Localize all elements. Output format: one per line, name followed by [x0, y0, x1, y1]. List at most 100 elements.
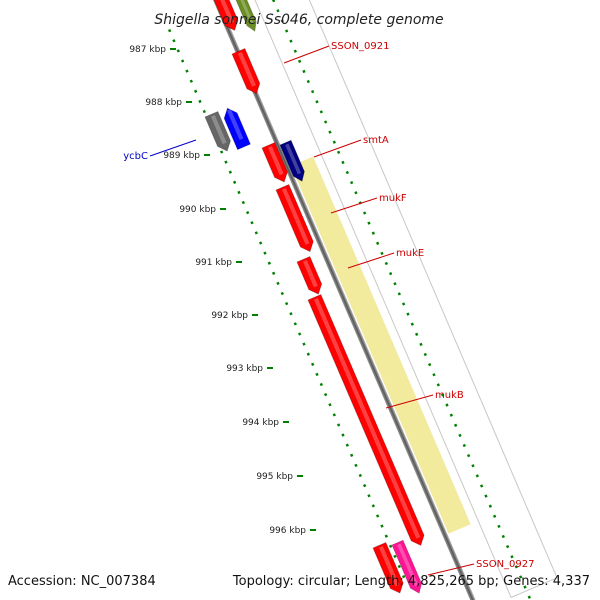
- map-title: Shigella sonnei Ss046, complete genome: [154, 12, 443, 28]
- tick-mark: [324, 392, 328, 397]
- tick-mark: [237, 190, 241, 195]
- tick-mark: [371, 504, 375, 508]
- tick-mark: [306, 79, 310, 84]
- tick-mark: [354, 191, 358, 195]
- gene-label-sson-0921[interactable]: SSON_0921: [331, 41, 390, 52]
- tick-mark: [332, 413, 336, 417]
- cds-arrow-top[interactable]: [213, 0, 241, 33]
- cds-arrow-mukf[interactable]: [275, 183, 316, 254]
- tick-mark: [488, 504, 492, 508]
- tick-mark: [168, 29, 172, 33]
- tick-mark: [436, 383, 440, 387]
- tick-mark: [419, 342, 423, 347]
- tick-mark: [363, 211, 367, 215]
- ruler-right: [272, 0, 531, 599]
- tick-mark: [397, 564, 401, 569]
- cds-arrow-pink[interactable]: [391, 539, 425, 595]
- tick-mark: [397, 292, 401, 296]
- gene-leader-line: [347, 252, 395, 269]
- tick-mark: [497, 524, 501, 529]
- tick-mark: [376, 241, 380, 245]
- tick-mark: [393, 554, 397, 559]
- tick-mark: [462, 443, 466, 448]
- tick-mark: [345, 170, 349, 175]
- tick-mark: [337, 423, 341, 427]
- gene-leader-line: [330, 197, 378, 214]
- tick-mark: [272, 271, 276, 275]
- tick-mark: [402, 302, 406, 306]
- tick-mark: [302, 342, 306, 346]
- tick-mark: [285, 29, 289, 33]
- gene-label-smta[interactable]: smtA: [363, 135, 389, 146]
- tick-mark: [254, 231, 258, 235]
- cds-arrow-grey[interactable]: [204, 110, 234, 153]
- major-tick: [252, 314, 258, 316]
- cds-arrow-muke[interactable]: [296, 255, 325, 296]
- gene-label-mukf[interactable]: mukF: [379, 193, 407, 204]
- tick-mark: [267, 261, 271, 265]
- gene-label-ycbc[interactable]: ycbC: [123, 151, 148, 162]
- tick-mark: [367, 221, 371, 225]
- cds-arrow-sson0921[interactable]: [231, 47, 263, 96]
- tick-mark: [428, 362, 432, 367]
- tick-mark: [410, 322, 414, 326]
- tick-mark: [176, 49, 180, 53]
- cds-arrow-smta[interactable]: [261, 141, 291, 184]
- tick-mark: [467, 453, 471, 458]
- tick-mark: [337, 150, 341, 154]
- tick-mark: [246, 211, 250, 215]
- tick-mark: [449, 413, 453, 417]
- kbp-tick-label: 987 kbp: [129, 45, 166, 55]
- tick-mark: [384, 261, 388, 266]
- tick-mark: [293, 322, 297, 326]
- tick-mark: [527, 595, 531, 599]
- tick-mark: [458, 433, 462, 438]
- tick-mark: [423, 352, 427, 357]
- gene-label-mukb[interactable]: mukB: [435, 390, 464, 401]
- tick-mark: [233, 180, 237, 184]
- tick-mark: [341, 433, 345, 437]
- cds-arrow-ycbc[interactable]: [221, 105, 251, 151]
- tick-mark: [354, 463, 358, 468]
- tick-mark: [263, 251, 267, 255]
- feature-block-yellow: [291, 156, 471, 534]
- tick-mark: [298, 332, 302, 336]
- tick-mark: [220, 150, 224, 154]
- tick-mark: [276, 9, 280, 13]
- topology-text: Topology: circular; Length: 4,825,265 bp…: [232, 574, 590, 589]
- tick-mark: [315, 372, 319, 377]
- tick-mark: [480, 484, 484, 488]
- tick-mark: [415, 332, 419, 336]
- tick-mark: [350, 453, 354, 457]
- tick-mark: [328, 130, 332, 134]
- tick-mark: [280, 19, 284, 23]
- gene-label-sson-0927[interactable]: SSON_0927: [476, 559, 535, 570]
- gene-leader-line: [427, 563, 475, 576]
- tick-mark: [389, 271, 393, 276]
- cds-arrow-olive[interactable]: [235, 0, 259, 33]
- tick-mark: [493, 514, 497, 518]
- gene-label-muke[interactable]: mukE: [396, 248, 424, 259]
- cds-arrow-bottom[interactable]: [372, 541, 406, 595]
- tick-mark: [514, 565, 518, 569]
- cds-arrow-navy[interactable]: [279, 139, 308, 183]
- tick-mark: [393, 282, 397, 286]
- tick-mark: [471, 464, 475, 468]
- tick-mark: [484, 494, 488, 498]
- tick-mark: [475, 474, 479, 478]
- cds-arrow-mukb[interactable]: [307, 293, 427, 548]
- genome-backbone: [209, 0, 482, 600]
- accession-text: Accession: NC_007384: [8, 574, 156, 589]
- tick-mark: [276, 281, 280, 286]
- tick-mark: [380, 524, 384, 528]
- kbp-tick-label: 995 kbp: [256, 472, 293, 482]
- tick-mark: [202, 109, 206, 114]
- kbp-tick-label: 996 kbp: [269, 526, 306, 536]
- tick-mark: [224, 160, 228, 164]
- tick-mark: [367, 494, 371, 498]
- tick-mark: [363, 483, 367, 488]
- tick-mark: [332, 140, 336, 144]
- major-tick: [267, 367, 273, 369]
- major-tick: [283, 421, 289, 423]
